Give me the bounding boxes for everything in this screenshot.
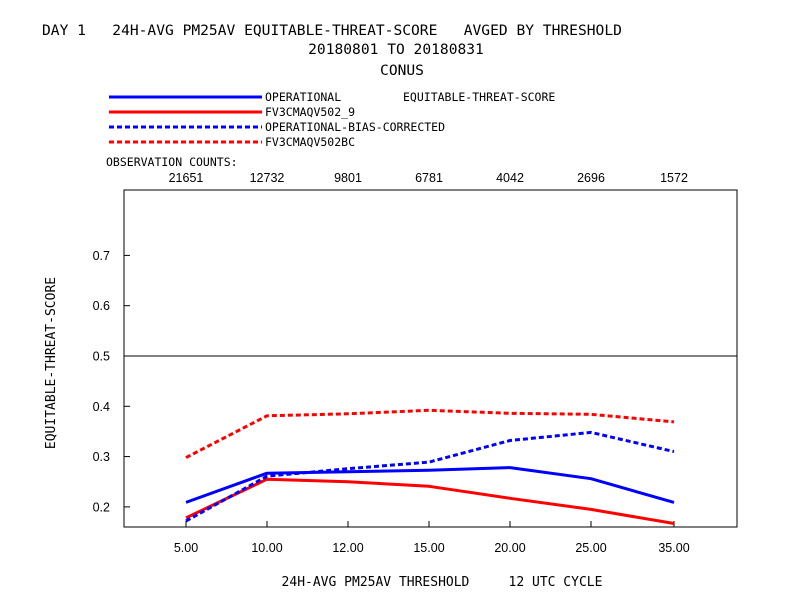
x-tick-label: 5.00 <box>174 541 198 555</box>
x-axis-label: 24H-AVG PM25AV THRESHOLD 12 UTC CYCLE <box>282 575 603 590</box>
series-line-operational <box>185 466 675 504</box>
series-line-operational-bias-corrected <box>185 430 675 523</box>
legend-label-fv3cmaqv502bc: FV3CMAQV502BC <box>265 135 355 149</box>
observation-count: 9801 <box>334 171 362 185</box>
y-tick-label: 0.7 <box>93 249 110 263</box>
observation-count: 6781 <box>415 171 443 185</box>
x-tick-label: 25.00 <box>575 541 606 555</box>
x-tick-labels: 5.00 10.00 12.00 15.00 20.00 25.00 35.00 <box>174 541 690 555</box>
axis-ticks <box>124 254 675 527</box>
legend-metric-label: EQUITABLE-THREAT-SCORE <box>403 90 555 104</box>
y-tick-label: 0.6 <box>93 299 110 313</box>
x-tick-label: 20.00 <box>494 541 525 555</box>
observation-count: 4042 <box>496 171 524 185</box>
x-tick-label: 10.00 <box>251 541 282 555</box>
x-tick-label: 35.00 <box>658 541 689 555</box>
x-tick-label: 15.00 <box>413 541 444 555</box>
legend-label-fv3cmaqv502-9: FV3CMAQV502_9 <box>265 105 355 119</box>
legend: OPERATIONAL EQUITABLE-THREAT-SCORE FV3CM… <box>109 90 555 149</box>
y-tick-label: 0.4 <box>93 400 110 414</box>
y-tick-label: 0.5 <box>93 349 110 363</box>
series-line-fv3cmaqv502-9 <box>185 477 675 525</box>
y-tick-label: 0.3 <box>93 450 110 464</box>
date-range: 20180801 TO 20180831 <box>308 41 484 58</box>
y-tick-labels: 0.2 0.3 0.4 0.5 0.6 0.7 <box>93 249 110 514</box>
observation-count: 1572 <box>660 171 688 185</box>
plot-frame <box>123 189 738 528</box>
observation-count: 2696 <box>577 171 605 185</box>
legend-label-operational: OPERATIONAL <box>265 90 341 104</box>
observation-counts: 21651 12732 9801 6781 4042 2696 1572 <box>169 171 688 185</box>
chart-title: DAY 1 24H-AVG PM25AV EQUITABLE-THREAT-SC… <box>42 22 622 39</box>
observation-count: 21651 <box>169 171 204 185</box>
x-tick-label: 12.00 <box>332 541 363 555</box>
y-axis-label: EQUITABLE-THREAT-SCORE <box>44 277 59 449</box>
series-line-fv3cmaqv502bc <box>185 408 675 459</box>
observation-counts-label: OBSERVATION COUNTS: <box>106 155 238 169</box>
observation-count: 12732 <box>250 171 285 185</box>
series-lines <box>185 408 675 525</box>
legend-label-operational-bias-corrected: OPERATIONAL-BIAS-CORRECTED <box>265 120 445 134</box>
region-label: CONUS <box>380 62 424 79</box>
y-tick-label: 0.2 <box>93 500 110 514</box>
